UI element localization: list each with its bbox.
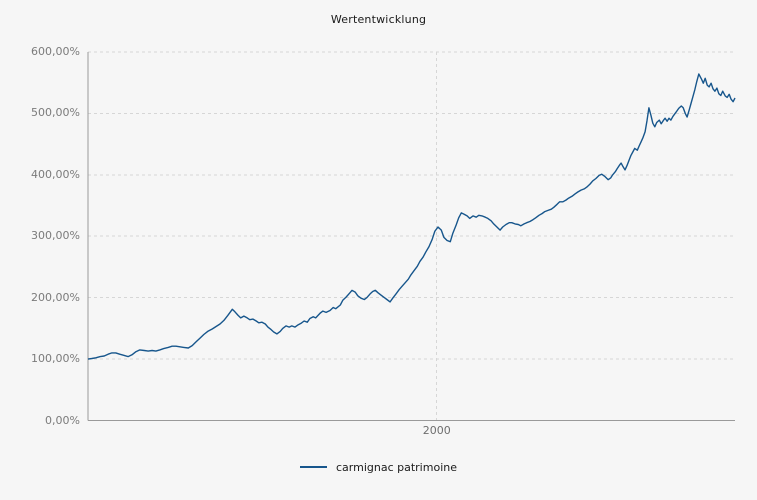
- x-axis-tick-label: 2000: [422, 424, 451, 437]
- y-axis-tick-label: 300,00%: [31, 229, 80, 243]
- y-axis-tick-label: 600,00%: [31, 44, 80, 58]
- chart-title: Wertentwicklung: [330, 13, 427, 26]
- y-axis-tick-label: 100,00%: [31, 352, 80, 366]
- y-axis-tick-label: 200,00%: [31, 290, 80, 304]
- series-line: [87, 73, 736, 360]
- legend-label: carmignac patrimoine: [336, 460, 457, 474]
- y-axis-tick-label: 0,00%: [45, 413, 80, 427]
- legend: carmignac patrimoine: [0, 459, 757, 475]
- legend-line-swatch: [300, 466, 327, 468]
- y-axis-tick-label: 400,00%: [31, 167, 80, 181]
- y-axis-tick-label: 500,00%: [31, 106, 80, 120]
